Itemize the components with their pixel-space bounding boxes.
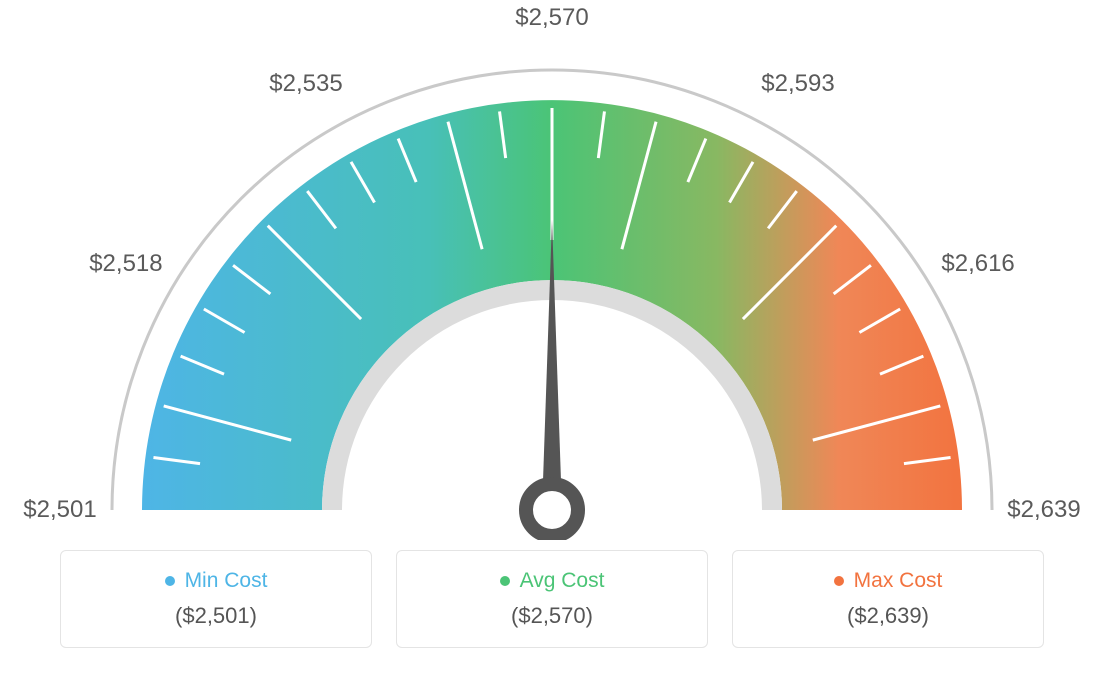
gauge-tick-label: $2,501	[23, 496, 96, 524]
min-cost-label: Min Cost	[185, 569, 268, 593]
max-cost-value: ($2,639)	[743, 603, 1033, 629]
max-cost-label: Max Cost	[854, 569, 943, 593]
gauge-tick-label: $2,535	[269, 70, 342, 98]
avg-cost-box: Avg Cost ($2,570)	[396, 550, 708, 648]
gauge-area: $2,501 $2,518 $2,535 $2,570 $2,593 $2,616 $2,6…	[0, 0, 1104, 540]
avg-cost-value: ($2,570)	[407, 603, 697, 629]
cost-gauge-chart: $2,501 $2,518 $2,535 $2,570 $2,593 $2,616 $2,6…	[0, 0, 1104, 690]
max-cost-title: Max Cost	[834, 569, 943, 593]
avg-cost-title: Avg Cost	[500, 569, 605, 593]
gauge-svg	[0, 0, 1104, 540]
min-cost-value: ($2,501)	[71, 603, 361, 629]
dot-icon	[834, 576, 844, 586]
gauge-tick-label: $2,616	[941, 250, 1014, 278]
dot-icon	[500, 576, 510, 586]
gauge-tick-label: $2,570	[515, 4, 588, 32]
gauge-tick-label: $2,593	[761, 70, 834, 98]
min-cost-box: Min Cost ($2,501)	[60, 550, 372, 648]
summary-row: Min Cost ($2,501) Avg Cost ($2,570) Max …	[0, 550, 1104, 648]
gauge-tick-label: $2,639	[1007, 496, 1080, 524]
min-cost-title: Min Cost	[165, 569, 268, 593]
dot-icon	[165, 576, 175, 586]
max-cost-box: Max Cost ($2,639)	[732, 550, 1044, 648]
gauge-tick-label: $2,518	[89, 250, 162, 278]
avg-cost-label: Avg Cost	[520, 569, 605, 593]
